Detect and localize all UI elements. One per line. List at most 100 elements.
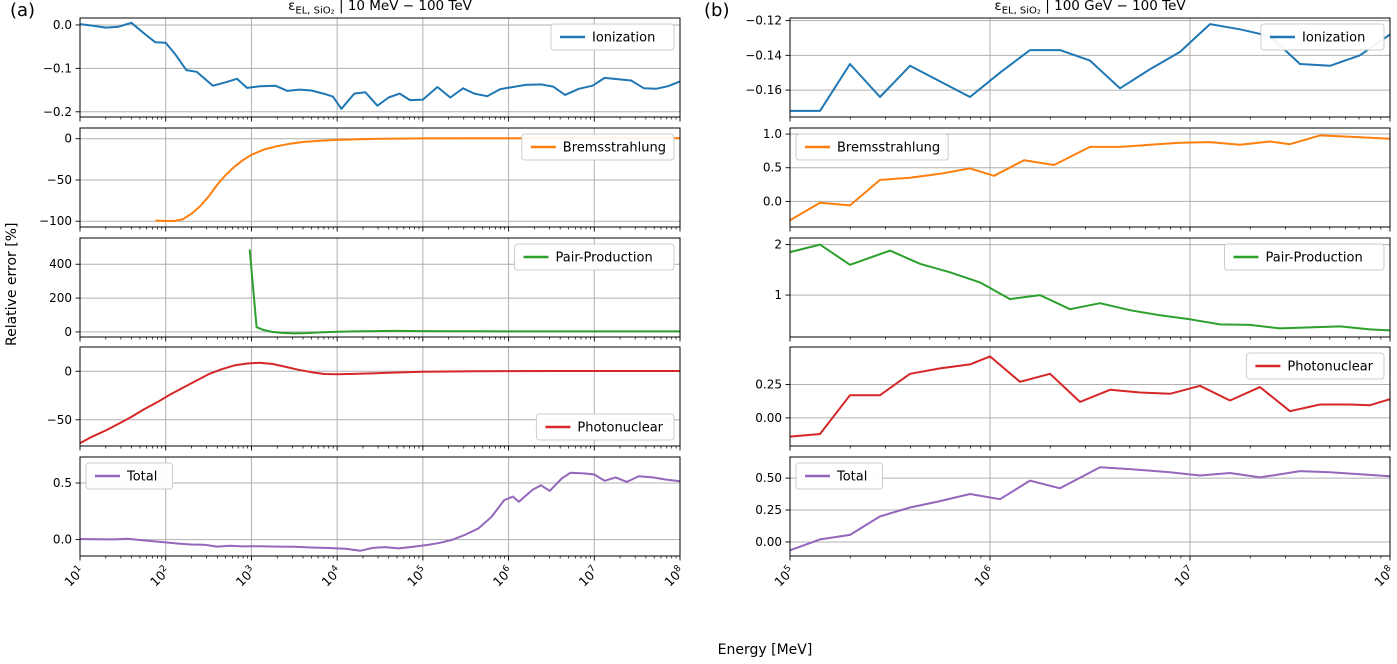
svg-text:102: 102: [147, 564, 173, 590]
y-tick-label: 2: [774, 238, 782, 252]
legend-label: Bremsstrahlung: [837, 141, 940, 156]
y-tick-label: −50: [47, 173, 72, 187]
series-line-total: [789, 466, 1391, 552]
subplot-bremsstrahlung: 0 −50 −100 Bremsstrahlung: [39, 127, 681, 232]
x-tick-label: 101: [61, 564, 87, 590]
x-tick-label: 102: [147, 564, 173, 590]
svg-text:106: 106: [490, 563, 516, 589]
x-tick-label: 108: [1371, 563, 1397, 589]
svg-text:101: 101: [61, 564, 87, 590]
y-tick-label: −0.14: [745, 48, 782, 62]
y-tick-label: 0.5: [53, 476, 72, 490]
subplot-pair-production: 400 200 0 Pair-Production: [49, 237, 681, 342]
panel-letter-a: (a): [10, 0, 36, 21]
series-line-total: [79, 471, 681, 552]
axes-frame: [79, 17, 681, 118]
subplot-ionization: 0.0 −0.1 −0.2 Ionization: [43, 17, 681, 122]
series-line-pair-production: [789, 243, 1391, 332]
legend-box: [550, 23, 675, 51]
axes-frame: [79, 237, 681, 338]
legend-pair-production: Pair-Production: [1224, 243, 1385, 271]
legend-box: [1245, 352, 1385, 380]
legend-total: Total: [85, 462, 173, 490]
panel-(a): 0.0 −0.1 −0.2 Ionization 0 −50 −100 Bremsstrahl…: [39, 17, 684, 590]
series-line-ionization: [790, 23, 1391, 112]
x-tick-label: 104: [318, 563, 344, 589]
axes-frame: [79, 456, 681, 557]
y-tick-label: 200: [49, 291, 72, 305]
legend-label: Bremsstrahlung: [563, 141, 666, 156]
y-tick-label: −50: [47, 413, 72, 427]
y-tick-label: 0.25: [755, 503, 782, 517]
legend-photonuclear: Photonuclear: [535, 413, 675, 441]
legend-box: [795, 462, 883, 490]
svg-text:107: 107: [575, 564, 601, 590]
svg-text:104: 104: [318, 563, 344, 589]
subplot-photonuclear: 0.25 0.00 Photonuclear: [755, 346, 1391, 451]
legend-label: Photonuclear: [1287, 360, 1373, 375]
axes-frame: [789, 127, 1391, 228]
svg-text:103: 103: [233, 564, 259, 590]
x-tick-label: 107: [575, 564, 601, 590]
legend-ionization: Ionization: [1260, 23, 1385, 51]
title-range: 100 GeV − 100 TeV: [1054, 0, 1186, 14]
legend-bremsstrahlung: Bremsstrahlung: [795, 133, 949, 161]
epsilon-symbol: ε: [994, 0, 1002, 14]
axes-frame: [789, 346, 1391, 447]
series-line-pair-production: [248, 249, 680, 335]
subplot-ionization: −0.12 −0.14 −0.16 Ionization: [745, 14, 1391, 122]
y-tick-label: −0.2: [43, 105, 72, 119]
legend-label: Pair-Production: [556, 251, 653, 266]
epsilon-symbol: ε: [288, 0, 296, 14]
legend-label: Photonuclear: [577, 421, 663, 436]
svg-text:105: 105: [771, 564, 797, 590]
y-tick-label: 1: [774, 288, 782, 302]
title-subscript: EL, SiO₂: [1001, 5, 1041, 17]
axes-frame: [79, 346, 681, 447]
svg-text:106: 106: [971, 563, 997, 589]
svg-text:108: 108: [1371, 563, 1397, 589]
legend-label: Ionization: [1302, 31, 1365, 46]
legend-box: [795, 133, 949, 161]
y-tick-label: −0.1: [43, 61, 72, 75]
legend-box: [521, 133, 675, 161]
svg-text:107: 107: [1171, 564, 1197, 590]
x-tick-label: 105: [771, 564, 797, 590]
legend-box: [514, 243, 675, 271]
svg-text:105: 105: [404, 564, 430, 590]
legend-box: [85, 462, 173, 490]
series-line-ionization: [79, 21, 681, 110]
title-separator: |: [338, 0, 344, 14]
legend-label: Total: [836, 470, 867, 485]
y-tick-label: 400: [49, 257, 72, 271]
legend-label: Pair-Production: [1266, 251, 1363, 266]
x-tick-label: 103: [233, 564, 259, 590]
y-tick-label: 0.50: [755, 471, 782, 485]
legend-label: Total: [126, 470, 157, 485]
x-tick-label: 106: [971, 563, 997, 589]
panel-(b): −0.12 −0.14 −0.16 Ionization 1.0 0.5 0.0 Bremss…: [745, 14, 1397, 590]
series-line-bremsstrahlung: [155, 137, 681, 222]
y-tick-label: 0.00: [755, 535, 782, 549]
legend-ionization: Ionization: [550, 23, 675, 51]
title-range: 10 MeV − 100 TeV: [347, 0, 472, 14]
series-line-bremsstrahlung: [789, 134, 1391, 222]
title-subscript: EL, SiO₂: [295, 5, 335, 17]
x-tick-label: 105: [404, 564, 430, 590]
x-tick-label: 106: [490, 563, 516, 589]
x-tick-label: 107: [1171, 564, 1197, 590]
y-axis-label: Relative error [%]: [4, 222, 20, 346]
legend-total: Total: [795, 462, 883, 490]
panel-b-title: εEL, SiO₂ | 100 GeV − 100 TeV: [994, 0, 1185, 17]
subplot-total: 0.50 0.25 0.00 Total: [755, 456, 1391, 561]
subplot-total: 0.5 0.0 Total: [53, 456, 681, 561]
x-tick-label: 108: [661, 563, 684, 589]
axes-frame: [789, 17, 1391, 118]
panel-a-title: εEL, SiO₂ | 10 MeV − 100 TeV: [288, 0, 472, 17]
legend-photonuclear: Photonuclear: [1245, 352, 1385, 380]
series-line-photonuclear: [79, 361, 680, 444]
legend-pair-production: Pair-Production: [514, 243, 675, 271]
series-line-photonuclear: [789, 355, 1391, 438]
